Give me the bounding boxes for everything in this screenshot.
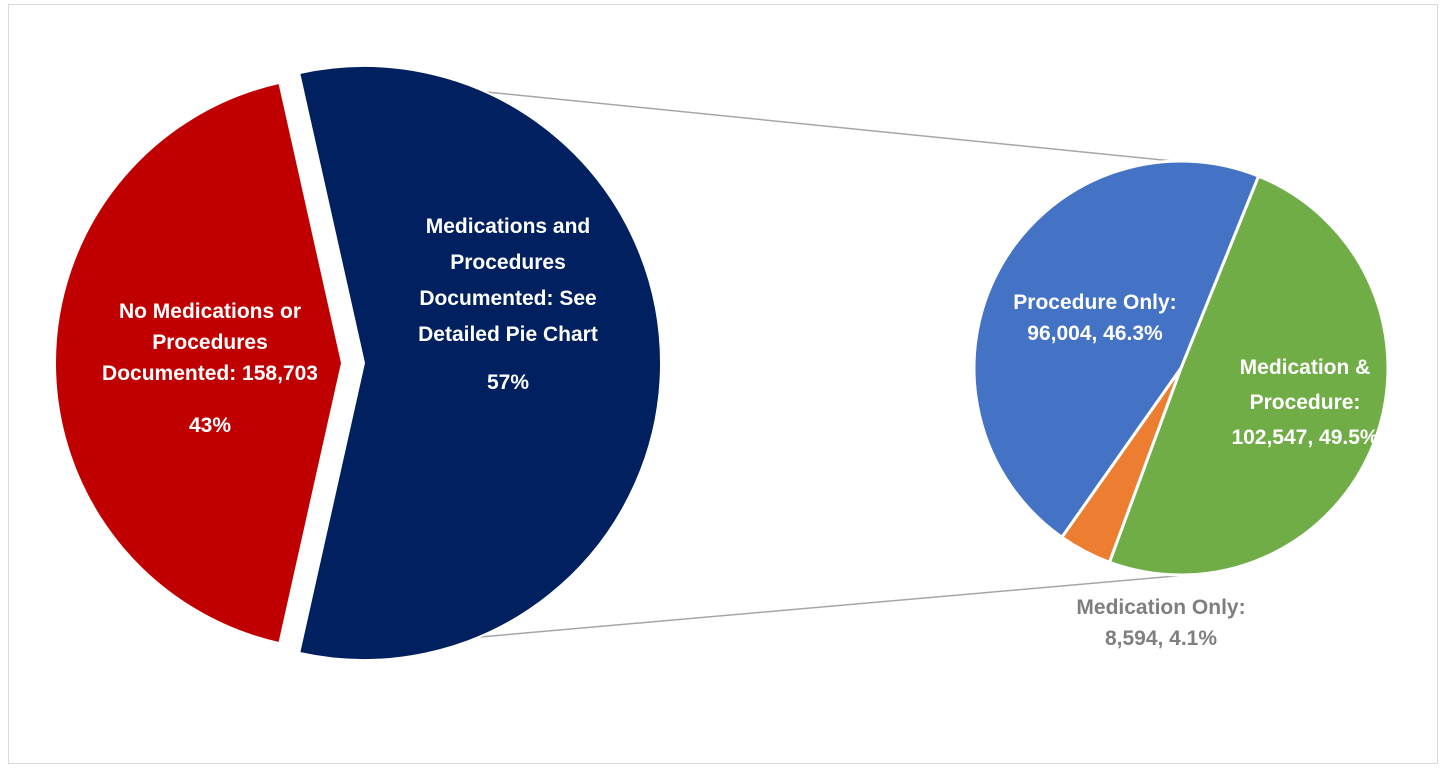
label-medications-and-procedures-documented-see-detailed-pie-chart-line: Documented: See bbox=[419, 287, 596, 310]
main-pie bbox=[54, 65, 662, 661]
label-no-medications-or-procedures-documented-line: Documented: 158,703 bbox=[102, 362, 318, 385]
label-medication-only-line: 8,594, 4.1% bbox=[1105, 627, 1217, 650]
slice-procedure-only bbox=[972, 159, 1261, 540]
label-medications-and-procedures-documented-see-detailed-pie-chart-line: Medications and bbox=[426, 215, 591, 238]
label-medications-and-procedures-documented-see-detailed-pie-chart-line: Procedures bbox=[450, 251, 566, 274]
slice-no-medications-or-procedures-documented bbox=[54, 81, 344, 645]
label-no-medications-or-procedures-documented-line: No Medications or bbox=[119, 300, 301, 323]
label-medication-procedure-line: Procedure: bbox=[1250, 391, 1361, 414]
label-medication-procedure-line: 102,547, 49.5% bbox=[1231, 426, 1378, 449]
label-medications-and-procedures-documented-see-detailed-pie-chart-line: Detailed Pie Chart bbox=[418, 323, 598, 346]
slice-medications-and-procedures-documented-see-detailed-pie-chart bbox=[298, 65, 662, 661]
data-labels: No Medications or Procedures Documented: 1… bbox=[102, 215, 1379, 650]
label-medications-and-procedures-documented-see-detailed-pie-chart-percent: 57% bbox=[487, 371, 529, 394]
label-no-medications-or-procedures-documented-line: Procedures bbox=[152, 331, 268, 354]
label-medications-and-procedures-documented-see-detailed-pie-chart: Medications and Procedures Documented: See… bbox=[418, 215, 598, 346]
label-medication-procedure: Medication & Procedure: 102,547, 49.5% bbox=[1231, 356, 1378, 449]
label-no-medications-or-procedures-documented: No Medications or Procedures Documented: 1… bbox=[102, 300, 318, 385]
label-medications-and-procedures-documented-see-detailed-pie-chart-percent-line: 57% bbox=[487, 371, 529, 394]
label-procedure-only-line: 96,004, 46.3% bbox=[1027, 322, 1163, 345]
label-no-medications-or-procedures-documented-percent: 43% bbox=[189, 414, 231, 437]
label-medication-procedure-line: Medication & bbox=[1240, 356, 1371, 379]
detail-pie bbox=[972, 159, 1390, 577]
label-no-medications-or-procedures-documented-percent-line: 43% bbox=[189, 414, 231, 437]
label-procedure-only: Procedure Only: 96,004, 46.3% bbox=[1013, 291, 1176, 345]
label-medication-only-line: Medication Only: bbox=[1076, 596, 1245, 619]
label-medication-only: Medication Only: 8,594, 4.1% bbox=[1076, 596, 1245, 650]
label-procedure-only-line: Procedure Only: bbox=[1013, 291, 1176, 314]
slice-medication-procedure bbox=[1107, 174, 1390, 577]
